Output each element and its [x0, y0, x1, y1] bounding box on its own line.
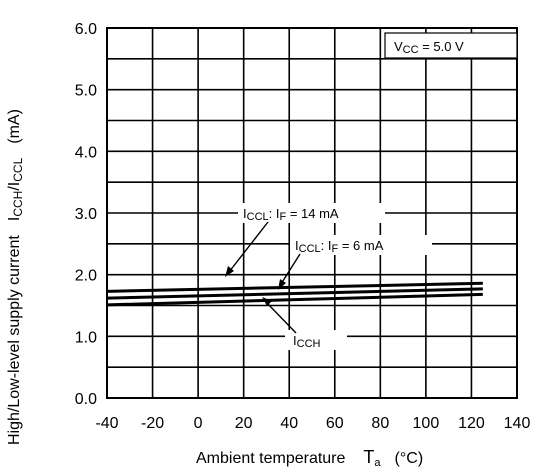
series-annotations: ICCL: IF = 14 mA ICCL: IF = 6 mA ICCH: [225, 203, 432, 350]
annotation-icch-leader: [265, 301, 297, 334]
annotation-icch-label: ICCH: [293, 333, 321, 350]
condition-text: VCC = 5.0 V: [394, 39, 464, 56]
condition-box: VCC = 5.0 V: [384, 32, 518, 59]
condition-box-frame: [384, 32, 518, 59]
plot-frame: [106, 27, 518, 399]
annotation-iccl-6ma-arrowhead: [278, 279, 286, 290]
annotation-iccl-14ma: ICCL: IF = 14 mA: [225, 203, 385, 277]
x-tick-label: -40: [95, 415, 118, 432]
x-tick-label: 80: [371, 415, 389, 432]
x-tick-labels: -40 -20 0 20 40 60 80 100 120 140: [95, 415, 530, 432]
x-tick-label: 0: [194, 415, 203, 432]
y-tick-label: 2.0: [75, 268, 97, 285]
annotation-iccl-14ma-bg: [238, 203, 385, 223]
annotation-icch: ICCH: [262, 297, 347, 350]
series-line-2: [106, 292, 483, 307]
x-tick-label: -20: [141, 415, 164, 432]
plot-border: [106, 27, 518, 399]
x-tick-label: 60: [326, 415, 344, 432]
annotation-iccl-6ma-leader: [280, 253, 301, 285]
annotation-iccl-6ma: ICCL: IF = 6 mA: [278, 235, 432, 290]
y-tick-label: 0.0: [75, 391, 97, 408]
annotation-iccl-14ma-arrowhead: [225, 266, 234, 277]
annotation-iccl-6ma-bg: [290, 235, 432, 255]
x-tick-label: 20: [235, 415, 253, 432]
series-line-0: [106, 281, 483, 293]
y-tick-label: 6.0: [75, 21, 97, 38]
annotation-iccl-14ma-label: ICCL: IF = 14 mA: [243, 206, 339, 223]
y-tick-label: 1.0: [75, 329, 97, 346]
x-tick-label: 100: [413, 415, 440, 432]
y-tick-label: 4.0: [75, 144, 97, 161]
series-group: [106, 281, 483, 307]
y-axis-title: High/Low-level supply currentICCH/ICCL(m…: [6, 109, 25, 445]
x-tick-label: 40: [280, 415, 298, 432]
annotation-iccl-14ma-leader: [228, 221, 269, 273]
x-axis-title: Ambient temperature Ta (°C): [196, 447, 423, 469]
series-line-1: [106, 287, 483, 300]
x-tick-label: 140: [504, 415, 531, 432]
y-tick-labels: 0.0 1.0 2.0 3.0 4.0 5.0 6.0: [75, 21, 97, 408]
annotation-iccl-6ma-label: ICCL: IF = 6 mA: [295, 238, 384, 255]
y-tick-label: 3.0: [75, 206, 97, 223]
y-tick-label: 5.0: [75, 83, 97, 100]
annotation-icch-bg: [285, 330, 347, 350]
x-tick-label: 120: [458, 415, 485, 432]
annotation-icch-arrowhead: [262, 297, 272, 306]
